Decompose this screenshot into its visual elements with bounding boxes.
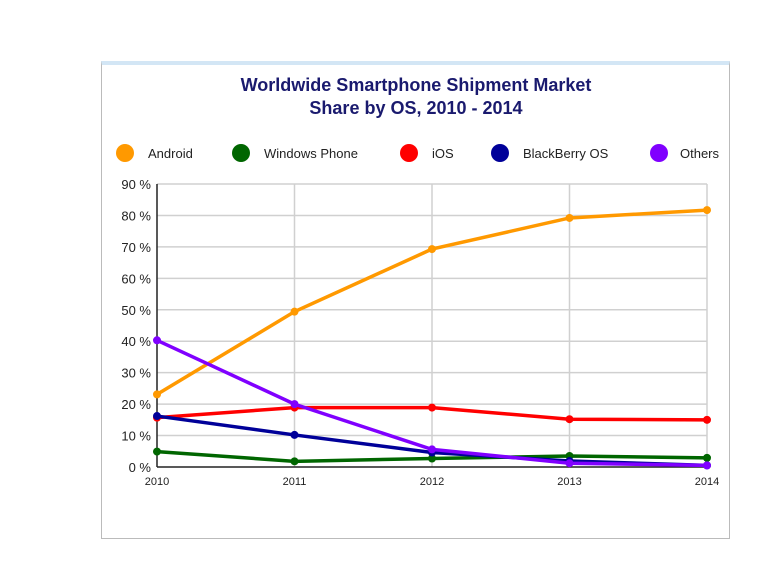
data-point — [290, 457, 299, 466]
x-tick-label: 2013 — [557, 476, 581, 488]
legend-marker — [650, 144, 668, 162]
x-tick-label: 2012 — [420, 476, 444, 488]
title-line-1: Worldwide Smartphone Shipment Market — [240, 75, 592, 95]
y-tick-label: 70 % — [121, 240, 151, 255]
y-tick-label: 60 % — [121, 271, 151, 286]
legend-marker — [491, 144, 509, 162]
chart-panel — [101, 61, 730, 539]
y-tick-label: 50 % — [121, 303, 151, 318]
legend-label: Android — [148, 146, 193, 161]
data-point — [153, 390, 161, 399]
data-point — [565, 459, 574, 468]
data-point — [565, 213, 574, 222]
legend-label: Windows Phone — [264, 146, 358, 161]
x-tick-label: 2010 — [145, 476, 169, 488]
data-point — [703, 453, 711, 462]
x-tick-label: 2011 — [283, 476, 307, 488]
data-point — [703, 206, 711, 215]
data-point — [290, 400, 299, 409]
legend-marker — [400, 144, 418, 162]
data-point — [703, 415, 711, 424]
data-point — [703, 461, 711, 470]
y-tick-label: 0 % — [129, 460, 152, 475]
y-tick-label: 30 % — [121, 366, 151, 381]
legend-label: BlackBerry OS — [523, 146, 609, 161]
data-point — [153, 336, 161, 345]
data-point — [290, 430, 299, 439]
title-line-2: Share by OS, 2010 - 2014 — [309, 98, 523, 118]
y-tick-label: 80 % — [121, 208, 151, 223]
legend-label: iOS — [432, 146, 454, 161]
data-point — [290, 307, 299, 316]
legend-marker — [232, 144, 250, 162]
y-tick-label: 10 % — [121, 429, 151, 444]
y-tick-label: 40 % — [121, 334, 151, 349]
y-tick-label: 20 % — [121, 397, 151, 412]
data-point — [153, 412, 161, 421]
data-point — [428, 454, 436, 463]
legend-label: Others — [680, 146, 720, 161]
data-point — [428, 445, 436, 454]
data-point — [428, 245, 436, 254]
data-point — [428, 403, 436, 412]
y-tick-label: 90 % — [121, 177, 151, 192]
data-point — [565, 415, 574, 424]
data-point — [153, 447, 161, 456]
x-tick-label: 2014 — [695, 476, 719, 488]
chart-title: Worldwide Smartphone Shipment Market Sha… — [101, 74, 731, 120]
legend-marker — [116, 144, 134, 162]
